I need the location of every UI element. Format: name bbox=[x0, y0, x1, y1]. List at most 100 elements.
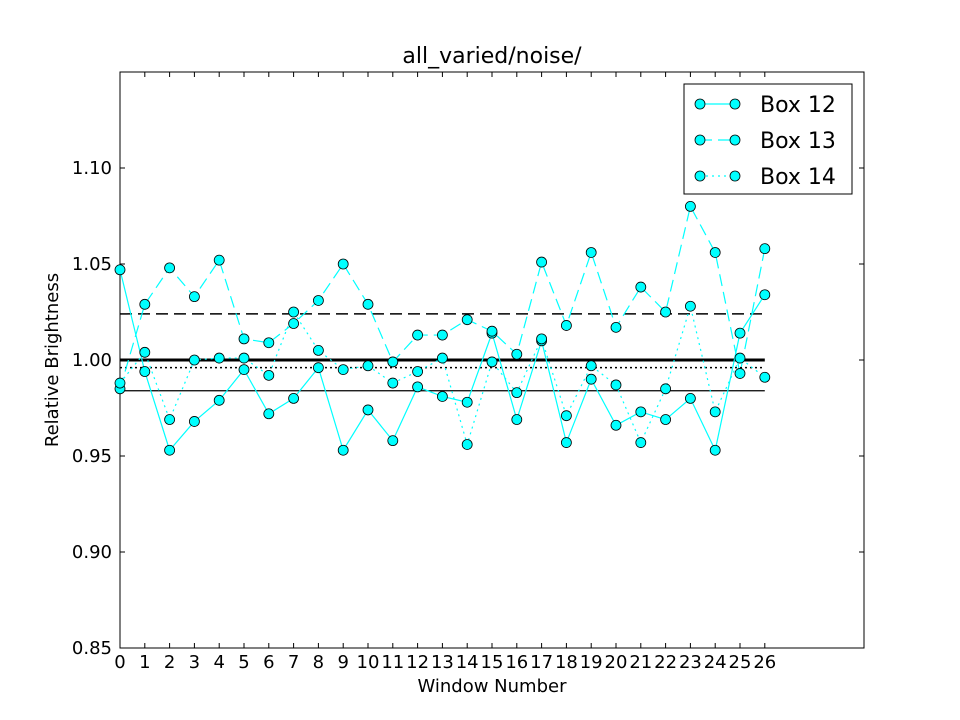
data-point-s0-1 bbox=[139, 366, 151, 377]
y-tick-label-1: 0.90 bbox=[72, 542, 112, 563]
data-point-s0-5 bbox=[238, 364, 250, 376]
data-point-s1-15 bbox=[486, 325, 498, 337]
y-tick-label-4: 1.05 bbox=[72, 254, 112, 275]
data-point-s1-21 bbox=[635, 281, 647, 293]
x-tick-label-16: 16 bbox=[505, 652, 528, 673]
data-point-s2-22 bbox=[660, 383, 671, 395]
x-tick-label-26: 26 bbox=[753, 652, 776, 673]
data-point-s0-16 bbox=[511, 414, 523, 425]
data-point-s1-6 bbox=[263, 337, 275, 349]
data-point-s2-0 bbox=[114, 377, 126, 389]
data-point-s1-7 bbox=[288, 318, 300, 329]
data-point-s1-8 bbox=[312, 295, 324, 306]
data-point-s1-22 bbox=[660, 306, 671, 318]
series-markers bbox=[114, 200, 771, 456]
data-point-s0-26 bbox=[759, 289, 771, 301]
legend: Box 12 Box 13 Box 14 bbox=[683, 83, 853, 195]
legend-marker-b-2 bbox=[729, 170, 741, 182]
legend-marker-b-0 bbox=[729, 98, 741, 110]
data-point-s0-24 bbox=[709, 444, 721, 456]
data-point-s2-5 bbox=[238, 352, 250, 364]
x-tick-label-10: 10 bbox=[357, 652, 380, 673]
x-tick-label-2: 2 bbox=[164, 652, 175, 673]
data-point-s1-23 bbox=[685, 200, 696, 212]
data-point-s1-20 bbox=[610, 321, 622, 333]
data-point-s2-15 bbox=[486, 356, 498, 368]
data-point-s0-10 bbox=[362, 404, 374, 416]
x-tick-label-7: 7 bbox=[288, 652, 299, 673]
data-point-s0-13 bbox=[436, 391, 448, 402]
data-point-s1-5 bbox=[238, 333, 250, 345]
data-point-s0-21 bbox=[635, 406, 647, 418]
data-point-s0-9 bbox=[337, 444, 349, 456]
data-point-s0-22 bbox=[660, 414, 671, 425]
x-axis: 0 1 2 3 4 5 6 7 8 9 10 11 12 13 14 15 16 17 18 19 20 21 22 23 24… bbox=[114, 72, 776, 673]
x-tick-label-20: 20 bbox=[605, 652, 628, 673]
data-point-s0-18 bbox=[561, 437, 572, 448]
x-tick-label-5: 5 bbox=[238, 652, 249, 673]
data-point-s1-18 bbox=[561, 320, 572, 331]
x-tick-label-4: 4 bbox=[213, 652, 224, 673]
legend-marker-a-0 bbox=[694, 98, 706, 110]
x-axis-label: Window Number bbox=[417, 676, 567, 697]
y-tick-label-2: 0.95 bbox=[72, 446, 112, 467]
y-tick-label-0: 0.85 bbox=[72, 638, 112, 659]
x-tick-label-14: 14 bbox=[456, 652, 479, 673]
data-point-s0-25 bbox=[734, 327, 746, 339]
x-tick-label-21: 21 bbox=[629, 652, 652, 673]
y-tick-label-5: 1.10 bbox=[72, 158, 112, 179]
data-point-s0-14 bbox=[461, 396, 473, 408]
chart-title: all_varied/noise/ bbox=[402, 44, 582, 69]
data-point-s0-0 bbox=[114, 264, 126, 276]
legend-marker-a-1 bbox=[694, 134, 706, 146]
data-point-s1-13 bbox=[436, 329, 448, 341]
data-point-s2-2 bbox=[164, 414, 176, 425]
x-tick-label-18: 18 bbox=[555, 652, 578, 673]
data-point-s2-21 bbox=[635, 437, 647, 448]
data-point-s1-11 bbox=[387, 356, 399, 368]
data-point-s1-16 bbox=[511, 348, 523, 360]
data-point-s0-2 bbox=[164, 444, 176, 456]
data-point-s2-24 bbox=[709, 406, 721, 418]
x-tick-label-0: 0 bbox=[114, 652, 125, 673]
data-point-s1-9 bbox=[337, 258, 349, 270]
legend-label-2: Box 14 bbox=[760, 165, 836, 190]
data-point-s1-24 bbox=[709, 247, 721, 258]
x-tick-label-12: 12 bbox=[406, 652, 429, 673]
data-point-s1-25 bbox=[734, 368, 746, 379]
data-point-s1-2 bbox=[164, 262, 176, 274]
data-point-s0-8 bbox=[312, 362, 324, 374]
x-tick-label-3: 3 bbox=[189, 652, 200, 673]
x-tick-label-6: 6 bbox=[263, 652, 274, 673]
data-point-s2-16 bbox=[511, 387, 523, 399]
x-tick-label-22: 22 bbox=[654, 652, 677, 673]
data-point-s0-3 bbox=[188, 416, 200, 427]
x-tick-label-24: 24 bbox=[704, 652, 727, 673]
x-tick-label-19: 19 bbox=[580, 652, 603, 673]
data-point-s2-7 bbox=[288, 306, 300, 318]
data-point-s0-20 bbox=[610, 419, 622, 431]
legend-marker-b-1 bbox=[729, 134, 741, 146]
x-tick-label-15: 15 bbox=[481, 652, 504, 673]
data-point-s2-19 bbox=[585, 360, 597, 372]
data-point-s1-4 bbox=[213, 254, 225, 266]
x-tick-label-23: 23 bbox=[679, 652, 702, 673]
data-point-s2-4 bbox=[213, 352, 225, 364]
data-point-s1-14 bbox=[461, 314, 473, 326]
data-point-s2-17 bbox=[536, 333, 547, 345]
data-point-s2-26 bbox=[759, 371, 771, 383]
data-point-s2-9 bbox=[337, 364, 349, 376]
data-point-s2-8 bbox=[312, 344, 324, 356]
x-tick-label-9: 9 bbox=[337, 652, 348, 673]
legend-label-1: Box 13 bbox=[760, 129, 836, 154]
data-point-s1-10 bbox=[362, 298, 374, 310]
data-point-s2-14 bbox=[461, 439, 473, 450]
data-point-s0-19 bbox=[585, 373, 597, 385]
x-tick-label-17: 17 bbox=[530, 652, 553, 673]
x-tick-label-8: 8 bbox=[313, 652, 324, 673]
data-point-s2-20 bbox=[610, 379, 622, 391]
data-point-s2-10 bbox=[362, 360, 374, 372]
data-point-s1-19 bbox=[585, 247, 597, 258]
x-tick-label-13: 13 bbox=[431, 652, 454, 673]
